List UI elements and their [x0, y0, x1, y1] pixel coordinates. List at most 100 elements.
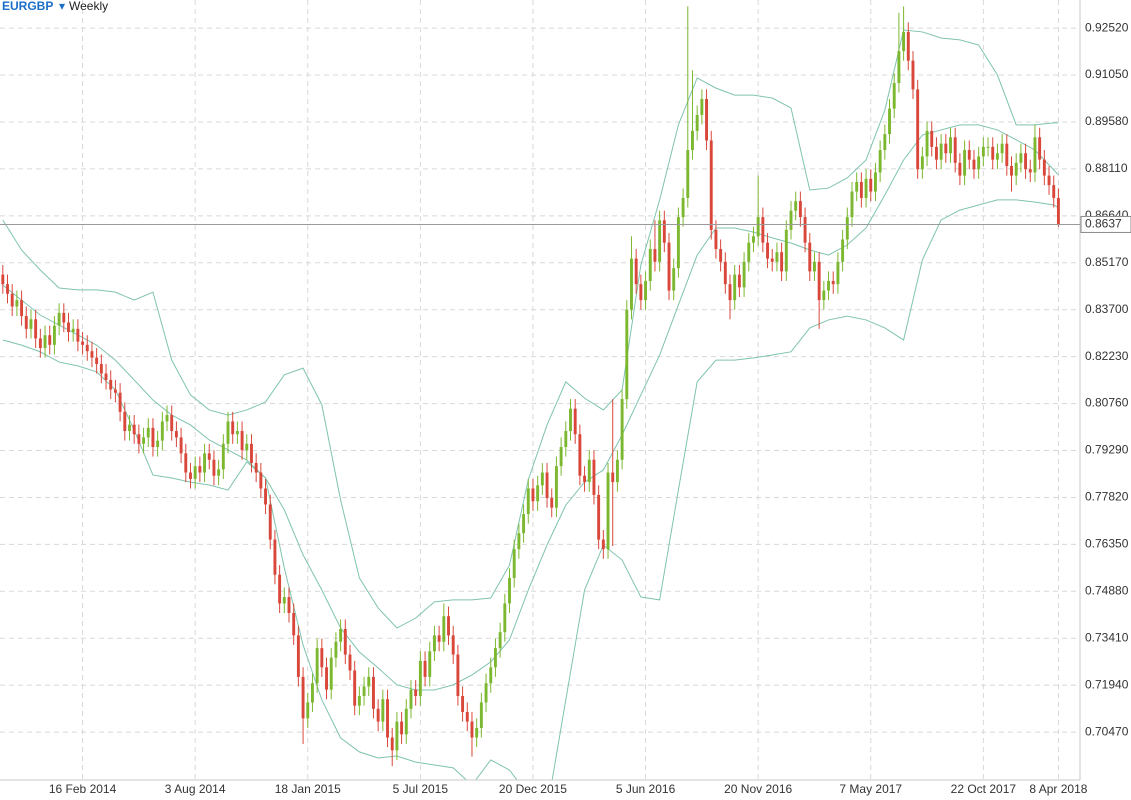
candle-body — [981, 146, 985, 157]
candle-body — [653, 249, 657, 262]
candle-body — [311, 683, 314, 703]
candle-body — [752, 236, 755, 243]
candle-body — [592, 459, 596, 495]
candle-body — [156, 440, 160, 447]
candle-body — [1042, 159, 1046, 176]
last-price-box — [1080, 215, 1131, 233]
candle-body — [559, 446, 563, 467]
candle-body — [273, 539, 277, 575]
candle-body — [639, 284, 643, 301]
axes: 0.925200.910500.895800.881100.866400.851… — [0, 20, 1131, 796]
candle-body — [386, 699, 389, 738]
y-tick-label: 0.74880 — [1085, 583, 1129, 597]
x-tick-label: 3 Aug 2014 — [165, 782, 226, 796]
candle-body — [897, 51, 901, 84]
candle-body — [902, 31, 906, 52]
candle-body — [916, 89, 920, 170]
candle-body — [780, 252, 784, 272]
candle-body — [62, 312, 66, 323]
candle-body — [930, 130, 934, 147]
candle-body — [691, 130, 694, 151]
y-tick-label: 0.82230 — [1085, 349, 1129, 363]
candle-body — [953, 137, 957, 163]
candle-body — [700, 98, 704, 115]
band-upper — [2, 29, 1059, 629]
candle-body — [1024, 153, 1028, 170]
candle-body — [160, 421, 164, 441]
candle-body — [911, 60, 915, 90]
candle-body — [784, 229, 788, 272]
candle-body — [766, 242, 769, 259]
candle-body — [550, 498, 554, 508]
candle-body — [128, 424, 131, 432]
grid — [0, 0, 1080, 780]
candle-body — [409, 689, 413, 709]
candle-body — [432, 635, 436, 652]
candle-body — [15, 300, 19, 307]
candle-body — [601, 539, 605, 550]
candle-body — [841, 239, 845, 262]
candle-body — [733, 274, 737, 301]
candle-body — [489, 667, 493, 684]
candle-body — [531, 488, 535, 502]
candle-body — [798, 201, 802, 218]
candle-body — [315, 648, 319, 684]
candle-body — [723, 261, 727, 285]
candle-body — [508, 577, 511, 604]
candle-body — [493, 648, 497, 668]
candle-body — [250, 443, 253, 463]
symbol-menu[interactable]: ▾ — [59, 0, 65, 13]
candle-body — [967, 150, 971, 160]
candle-body — [221, 443, 225, 470]
candle-body — [630, 258, 633, 310]
candle-body — [709, 140, 713, 230]
candle-body — [972, 159, 976, 170]
band-middle — [2, 124, 1059, 691]
x-tick-label: 5 Jun 2016 — [616, 782, 676, 796]
candle-body — [742, 261, 746, 288]
candle-body — [1014, 162, 1018, 176]
candle-body — [958, 162, 962, 176]
candle-body — [400, 721, 404, 735]
candle-body — [212, 459, 216, 476]
candle-body — [662, 220, 666, 243]
candle-body — [81, 341, 85, 345]
candle-body — [109, 379, 113, 390]
timeframe[interactable]: Weekly — [69, 0, 108, 13]
candle-body — [447, 616, 450, 636]
candle-body — [498, 632, 502, 649]
candle-body — [775, 252, 779, 262]
candle-body — [949, 137, 952, 154]
candle-body — [226, 421, 230, 444]
candle-body — [292, 613, 296, 636]
candle-body — [259, 472, 263, 489]
candle-body — [995, 153, 999, 160]
candle-body — [1033, 137, 1037, 173]
candle-body — [859, 181, 863, 198]
candle-body — [52, 325, 56, 345]
candle-body — [676, 217, 680, 269]
candle-body — [339, 628, 343, 642]
candle-body — [38, 338, 42, 349]
candle-body — [179, 437, 183, 454]
candle-body — [1038, 137, 1042, 160]
candle-body — [484, 683, 488, 703]
candle-body — [855, 181, 859, 192]
candle-body — [888, 108, 891, 135]
candle-body — [1028, 169, 1032, 173]
candle-body — [268, 504, 272, 540]
candle-body — [142, 437, 146, 444]
symbol[interactable]: EURGBP — [2, 0, 53, 13]
y-tick-label: 0.85170 — [1085, 255, 1129, 269]
candle-body — [920, 156, 924, 170]
candle-body — [695, 114, 699, 131]
y-tick-label: 0.83700 — [1085, 302, 1129, 316]
candle-body — [991, 146, 995, 160]
candle-body — [287, 597, 291, 614]
candle-body — [334, 641, 338, 658]
candle-body — [10, 293, 14, 307]
candle-body — [461, 696, 465, 712]
candle-body — [282, 597, 286, 604]
